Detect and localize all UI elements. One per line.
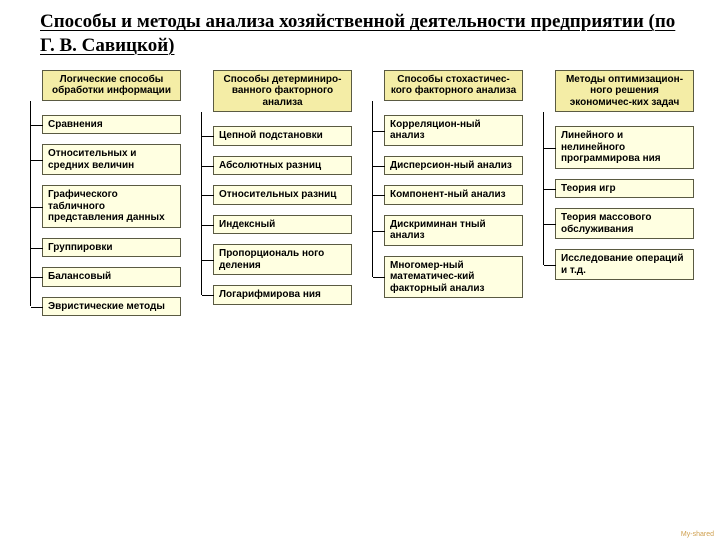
page-title: Способы и методы анализа хозяйственной д…	[0, 0, 720, 66]
connector-line	[31, 248, 43, 249]
item-box: Балансовый	[42, 267, 181, 287]
item-box: Исследование операций и т.д.	[555, 249, 694, 280]
column: Методы оптимизацион-ного решения экономи…	[531, 70, 702, 327]
connector-line	[373, 195, 385, 196]
connector-line	[544, 189, 556, 190]
column-header: Способы детерминиро-ванного факторного а…	[213, 70, 352, 113]
item-box: Графического табличного представления да…	[42, 185, 181, 228]
connector-line	[544, 224, 556, 225]
spine-line	[372, 101, 373, 277]
item-box: Группировки	[42, 238, 181, 258]
item-box: Компонент-ный анализ	[384, 185, 523, 205]
item-box: Дискриминан тный анализ	[384, 215, 523, 246]
connector-line	[373, 131, 385, 132]
column: Способы стохастичес-кого факторного анал…	[360, 70, 531, 327]
column: Логические способы обработки информации С…	[18, 70, 189, 327]
item-box: Сравнения	[42, 115, 181, 135]
item-box: Теория игр	[555, 179, 694, 199]
item-box: Линейного и нелинейного программирова ни…	[555, 126, 694, 169]
connector-line	[544, 148, 556, 149]
item-box: Корреляцион-ный анализ	[384, 115, 523, 146]
item-box: Логарифмирова ния	[213, 285, 352, 305]
item-box: Относительных и средних величин	[42, 144, 181, 175]
connector-line	[31, 207, 43, 208]
item-box: Пропорциональ ного деления	[213, 244, 352, 275]
branding-label: My-shared	[681, 531, 714, 538]
connector-line	[31, 307, 43, 308]
item-box: Теория массового обслуживания	[555, 208, 694, 239]
connector-line	[31, 277, 43, 278]
column-header: Способы стохастичес-кого факторного анал…	[384, 70, 523, 101]
spine-line	[201, 112, 202, 295]
connector-line	[373, 231, 385, 232]
spine-line	[30, 101, 31, 307]
column: Способы детерминиро-ванного факторного а…	[189, 70, 360, 327]
connector-line	[373, 166, 385, 167]
item-box: Эвристические методы	[42, 297, 181, 317]
item-box: Относительных разниц	[213, 185, 352, 205]
item-box: Индексный	[213, 215, 352, 235]
column-header: Логические способы обработки информации	[42, 70, 181, 101]
item-box: Цепной подстановки	[213, 126, 352, 146]
connector-line	[202, 225, 214, 226]
connector-line	[31, 125, 43, 126]
connector-line	[202, 166, 214, 167]
connector-line	[202, 260, 214, 261]
item-box: Дисперсион-ный анализ	[384, 156, 523, 176]
spine-line	[543, 112, 544, 265]
item-box: Многомер-ный математичес-кий факторный а…	[384, 256, 523, 299]
column-header: Методы оптимизацион-ного решения экономи…	[555, 70, 694, 113]
connector-line	[202, 136, 214, 137]
connector-line	[31, 160, 43, 161]
connector-line	[202, 195, 214, 196]
connector-line	[373, 277, 385, 278]
item-box: Абсолютных разниц	[213, 156, 352, 176]
diagram-columns: Логические способы обработки информации С…	[0, 66, 720, 327]
connector-line	[544, 265, 556, 266]
connector-line	[202, 295, 214, 296]
